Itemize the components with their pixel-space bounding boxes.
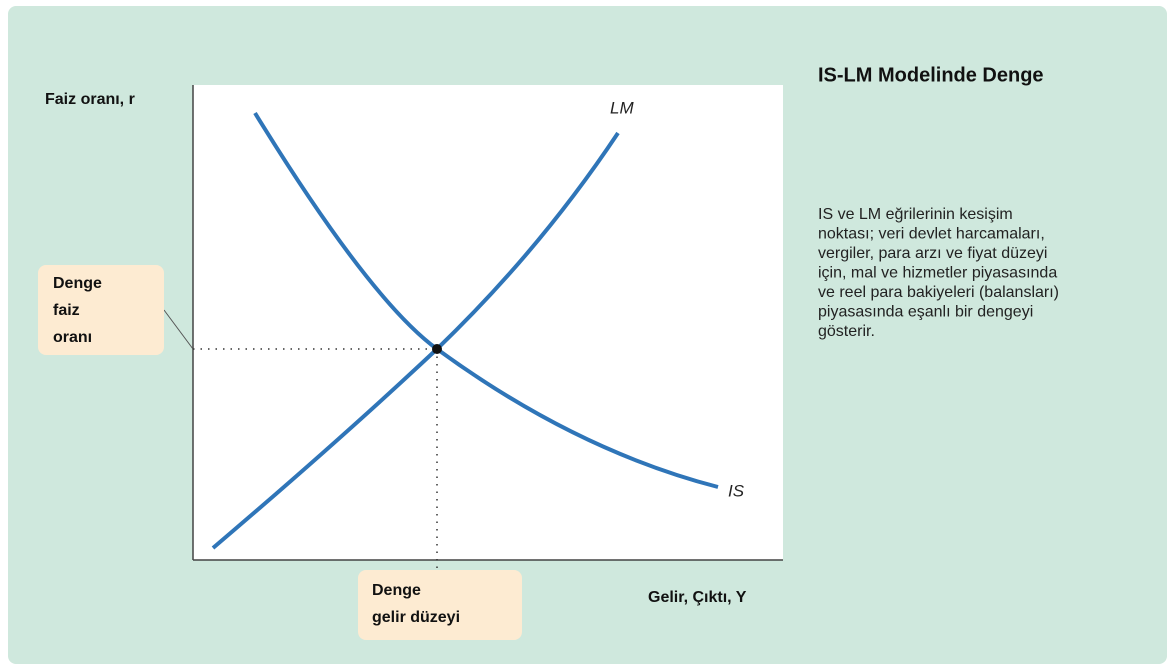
title: IS-LM Modelinde Denge [818,64,1044,86]
x-axis-label: Gelir, Çıktı, Y [648,589,747,606]
equilibrium-point [432,344,442,354]
y-axis-label: Faiz oranı, r [45,91,135,108]
description-line: vergiler, para arzı ve fiyat düzeyi [818,245,1047,262]
callout-text: oranı [53,329,92,346]
description-line: için, mal ve hizmetler piyasasında [818,265,1057,282]
callout-text: Denge [372,582,421,599]
description-line: gösterir. [818,323,875,340]
callout-box [38,265,164,355]
curve-label: IS [728,481,745,500]
description: IS ve LM eğrilerinin kesişim noktası; ver… [818,206,1059,340]
callout-text: Denge [53,275,102,292]
description-line: ve reel para bakiyeleri (balansları) [818,284,1059,301]
curve-label: LM [610,98,634,117]
description-line: noktası; veri devlet harcamaları, [818,226,1045,243]
callout-box [358,570,522,640]
callout-text: faiz [53,302,80,319]
description-line: piyasasında eşanlı bir dengeyi [818,304,1033,321]
callout-connector [163,309,194,350]
callout-text: gelir düzeyi [372,609,460,626]
description-line: IS ve LM eğrilerinin kesişim [818,206,1013,223]
